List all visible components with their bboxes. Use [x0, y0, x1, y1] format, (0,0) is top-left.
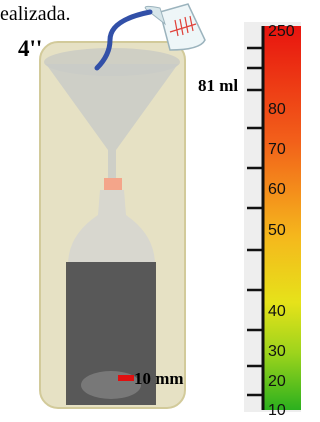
scale-label: 70 [268, 141, 286, 158]
rain-gauge-illustration: ealizada. 4'' 81 ml 10 mm 250 80 70 60 50 40 3… [0, 0, 301, 422]
scale-label: 30 [268, 343, 286, 360]
scale-label: 50 [268, 222, 286, 239]
scale-label: 40 [268, 303, 286, 320]
scale-label: 60 [268, 181, 286, 198]
scale-label: 80 [268, 101, 286, 118]
jug-spout [145, 6, 165, 24]
bottle-cap [104, 178, 122, 190]
scale-label: 10 [268, 402, 286, 419]
scale-label: 250 [268, 23, 295, 40]
poured-volume: 81 ml [198, 76, 238, 95]
caption: ealizada. [0, 3, 71, 25]
gauge-diameter: 4'' [18, 36, 42, 61]
scale-label: 20 [268, 373, 286, 390]
level-marker [118, 375, 134, 381]
water-level: 10 mm [134, 369, 184, 388]
